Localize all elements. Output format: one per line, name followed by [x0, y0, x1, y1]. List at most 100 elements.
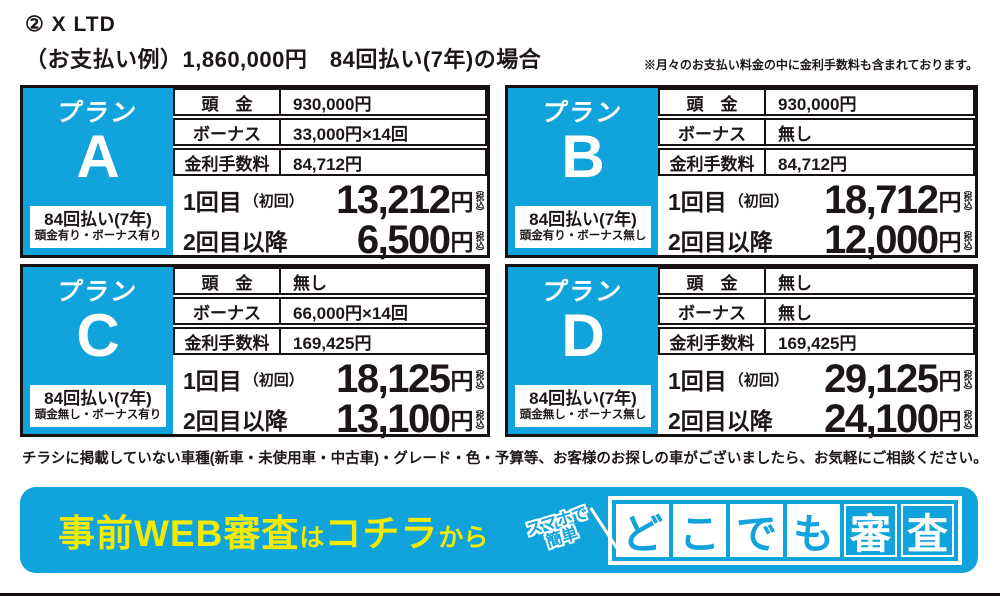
consultation-note: チラシに掲載していない車種(新車・未使用車・中古車)・グレード・色・予算等、お客…: [22, 451, 988, 467]
plan-terms-box: 84回払い(7年) 頭金無し・ボーナス有り: [30, 385, 166, 427]
plan-card-b: プラン B 84回払い(7年) 頭金有り・ボーナス無し 頭 金 930,000円…: [505, 85, 978, 262]
plan-card-a: プラン A 84回払い(7年) 頭金有り・ボーナス有り 頭 金 930,000円…: [20, 85, 490, 260]
interest-label: 金利手数料: [660, 150, 766, 174]
plan-b-label-panel: プラン B 84回払い(7年) 頭金有り・ボーナス無し: [508, 88, 658, 255]
bonus-label: ボーナス: [175, 120, 281, 144]
terms-main: 84回払い(7年): [44, 389, 152, 408]
interest-value: 84,712円: [293, 154, 362, 174]
bonus-label: ボーナス: [660, 120, 766, 144]
yen-suffix: 円: [450, 408, 474, 434]
subsequent-payment-amount: 24,100: [824, 397, 939, 441]
downpayment-row: 頭 金 930,000円: [658, 88, 975, 116]
subsequent-payment-row: 2回目以降 6,500 円 （税込）: [183, 218, 485, 262]
yen-suffix: 円: [938, 229, 962, 255]
plan-terms-box: 84回払い(7年) 頭金有り・ボーナス無し: [515, 206, 651, 248]
yen-suffix: 円: [938, 408, 962, 434]
first-payment-row: 1回目 （初回） 29,125 円 （税込）: [668, 359, 973, 399]
plan-d-label-panel: プラン D 84回払い(7年) 頭金無し・ボーナス無し: [508, 267, 658, 434]
yen-suffix: 円: [938, 189, 962, 215]
terms-main: 84回払い(7年): [529, 210, 637, 229]
bonus-row: ボーナス 33,000円×14回: [173, 118, 487, 146]
bonus-value: 無し: [778, 124, 812, 144]
web-screening-banner[interactable]: 事前WEB審査はコチラから スマホで 簡単 ど こ で も 審 査: [20, 487, 978, 573]
downpayment-row: 頭 金 無し: [658, 267, 975, 295]
payment-area: 1回目 （初回） 18,125 円 （税込） 2回目以降 13,100 円 （税…: [173, 357, 487, 443]
first-payment-amount: 18,712: [824, 178, 939, 222]
subsequent-payment-amount: 12,000: [824, 218, 939, 262]
downpayment-value: 無し: [293, 273, 327, 293]
terms-sub: 頭金無し・ボーナス無し: [519, 409, 647, 421]
yen-suffix: 円: [938, 368, 962, 394]
tax-included-note: （税込）: [963, 185, 973, 215]
downpayment-label: 頭 金: [175, 269, 281, 293]
first-payment-label: 1回目: [183, 189, 242, 215]
bonus-row: ボーナス 無し: [658, 297, 975, 325]
first-payment-amount: 18,125: [336, 357, 451, 401]
tax-included-note: （税込）: [963, 225, 973, 255]
cta-particle: は: [299, 524, 325, 552]
yen-suffix: 円: [450, 189, 474, 215]
terms-sub: 頭金有り・ボーナス無し: [519, 230, 647, 242]
plan-letter: D: [561, 302, 605, 369]
tax-included-note: （税込）: [475, 185, 485, 215]
first-payment-label: 1回目: [668, 368, 727, 394]
interest-value: 169,425円: [778, 333, 857, 353]
payment-area: 1回目 （初回） 13,212 円 （税込） 2回目以降 6,500 円 （税込…: [173, 178, 487, 264]
bonus-label: ボーナス: [660, 299, 766, 323]
plan-prefix: プラン: [55, 278, 141, 306]
payment-example-subtitle: （お支払い例）1,860,000円 84回払い(7年)の場合: [25, 47, 542, 72]
plan-c-label-panel: プラン C 84回払い(7年) 頭金無し・ボーナス有り: [23, 267, 173, 434]
first-payment-amount: 13,212: [336, 178, 451, 222]
logo-tile: ど: [616, 503, 669, 557]
downpayment-value: 930,000円: [778, 94, 857, 114]
interest-row: 金利手数料 169,425円: [173, 327, 487, 355]
subsequent-payment-row: 2回目以降 12,000 円 （税込）: [668, 218, 973, 262]
plan-letter: C: [76, 302, 120, 369]
subsequent-payment-label: 2回目以降: [183, 408, 288, 434]
web-screening-cta[interactable]: 事前WEB審査はコチラから: [58, 503, 488, 557]
logo-tile-outline: 審: [844, 503, 897, 557]
bonus-value: 無し: [778, 303, 812, 323]
logo-tile-outline: 査: [901, 503, 954, 557]
yen-suffix: 円: [450, 368, 474, 394]
downpayment-value: 無し: [778, 273, 812, 293]
bonus-value: 66,000円×14回: [293, 303, 408, 323]
terms-sub: 頭金有り・ボーナス有り: [34, 230, 162, 242]
downpayment-label: 頭 金: [660, 269, 766, 293]
cta-main-text: 事前WEB審査: [58, 513, 300, 554]
subsequent-payment-label: 2回目以降: [183, 229, 288, 255]
tax-included-note: （税込）: [475, 364, 485, 394]
plan-letter: B: [561, 123, 605, 190]
plan-prefix: プラン: [540, 278, 626, 306]
cta-kochira-text: コチラ: [324, 513, 439, 554]
plan-prefix: プラン: [540, 99, 626, 127]
subsequent-payment-row: 2回目以降 24,100 円 （税込）: [668, 397, 973, 441]
bonus-row: ボーナス 無し: [658, 118, 975, 146]
plan-card-c: プラン C 84回払い(7年) 頭金無し・ボーナス有り 頭 金 無し ボーナス …: [20, 264, 490, 439]
plan-card-d: プラン D 84回払い(7年) 頭金無し・ボーナス無し 頭 金 無し ボーナス …: [505, 264, 978, 439]
subsequent-payment-amount: 13,100: [336, 397, 451, 441]
interest-included-note: ※月々のお支払い料金の中に金利手数料も含まれております。: [643, 58, 978, 72]
tax-included-note: （税込）: [475, 225, 485, 255]
downpayment-row: 頭 金 無し: [173, 267, 487, 295]
interest-row: 金利手数料 84,712円: [658, 148, 975, 176]
logo-tile: こ: [673, 503, 726, 557]
dokodemo-logo-group: スマホで 簡単 ど こ で も 審 査: [525, 495, 962, 565]
plan-grid: プラン A 84回払い(7年) 頭金有り・ボーナス有り 頭 金 930,000円…: [20, 85, 978, 439]
smartphone-easy-badge: スマホで 簡単: [525, 504, 596, 555]
logo-tile: も: [787, 503, 840, 557]
dokodemo-shinsa-logo: ど こ で も 審 査: [608, 495, 962, 565]
terms-main: 84回払い(7年): [44, 210, 152, 229]
payment-area: 1回目 （初回） 29,125 円 （税込） 2回目以降 24,100 円 （税…: [658, 357, 975, 443]
first-payment-row: 1回目 （初回） 13,212 円 （税込）: [183, 178, 485, 222]
bonus-label: ボーナス: [175, 299, 281, 323]
downpayment-value: 930,000円: [293, 94, 372, 114]
downpayment-label: 頭 金: [175, 90, 281, 114]
interest-label: 金利手数料: [660, 329, 766, 353]
terms-sub: 頭金無し・ボーナス有り: [34, 409, 162, 421]
tax-included-note: （税込）: [963, 364, 973, 394]
downpayment-row: 頭 金 930,000円: [173, 88, 487, 116]
bonus-value: 33,000円×14回: [293, 124, 408, 144]
subsequent-payment-amount: 6,500: [356, 218, 451, 262]
cta-particle: から: [438, 524, 489, 552]
